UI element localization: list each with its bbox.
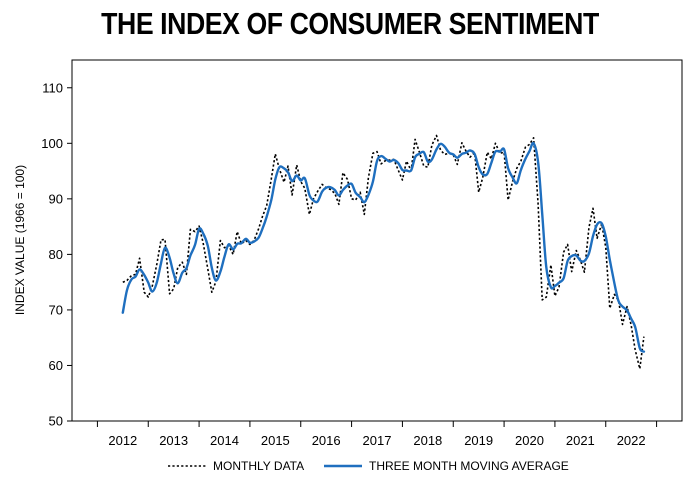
x-tick-label: 2014 (210, 433, 239, 448)
x-tick-label: 2017 (363, 433, 392, 448)
y-tick-label: 100 (41, 136, 63, 151)
legend-label-average: THREE MONTH MOVING AVERAGE (369, 459, 569, 473)
x-tick-label: 2012 (108, 433, 137, 448)
y-axis: 50 60 70 80 90 100 110 (41, 80, 72, 429)
x-tick-label: 2013 (159, 433, 188, 448)
plot-frame (71, 59, 683, 422)
x-tick-label: 2015 (261, 433, 290, 448)
legend: MONTHLY DATA THREE MONTH MOVING AVERAGE (168, 459, 569, 473)
y-tick-label: 60 (49, 358, 63, 373)
moving-average-line (121, 141, 646, 353)
x-axis: 2012 2013 2014 2015 2016 2017 2018 2019 2020 2021… (96, 421, 658, 448)
x-tick-label: 2021 (566, 433, 595, 448)
y-tick-label: 70 (49, 302, 63, 317)
x-tick-label: 2019 (464, 433, 493, 448)
x-tick-label: 2016 (312, 433, 341, 448)
x-tick-label: 2020 (515, 433, 544, 448)
monthly-data-line (122, 134, 645, 370)
y-tick-label: 110 (42, 80, 63, 95)
y-axis-label: INDEX VALUE (1966 = 100) (13, 165, 27, 315)
legend-label-monthly: MONTHLY DATA (213, 459, 304, 473)
y-tick-label: 90 (49, 191, 63, 206)
y-tick-label: 50 (49, 414, 63, 429)
series-layer (121, 134, 646, 370)
y-tick-label: 80 (49, 247, 63, 262)
chart-title: THE INDEX OF CONSUMER SENTIMENT (101, 6, 599, 41)
x-tick-label: 2018 (413, 433, 442, 448)
x-tick-label: 2022 (617, 433, 646, 448)
